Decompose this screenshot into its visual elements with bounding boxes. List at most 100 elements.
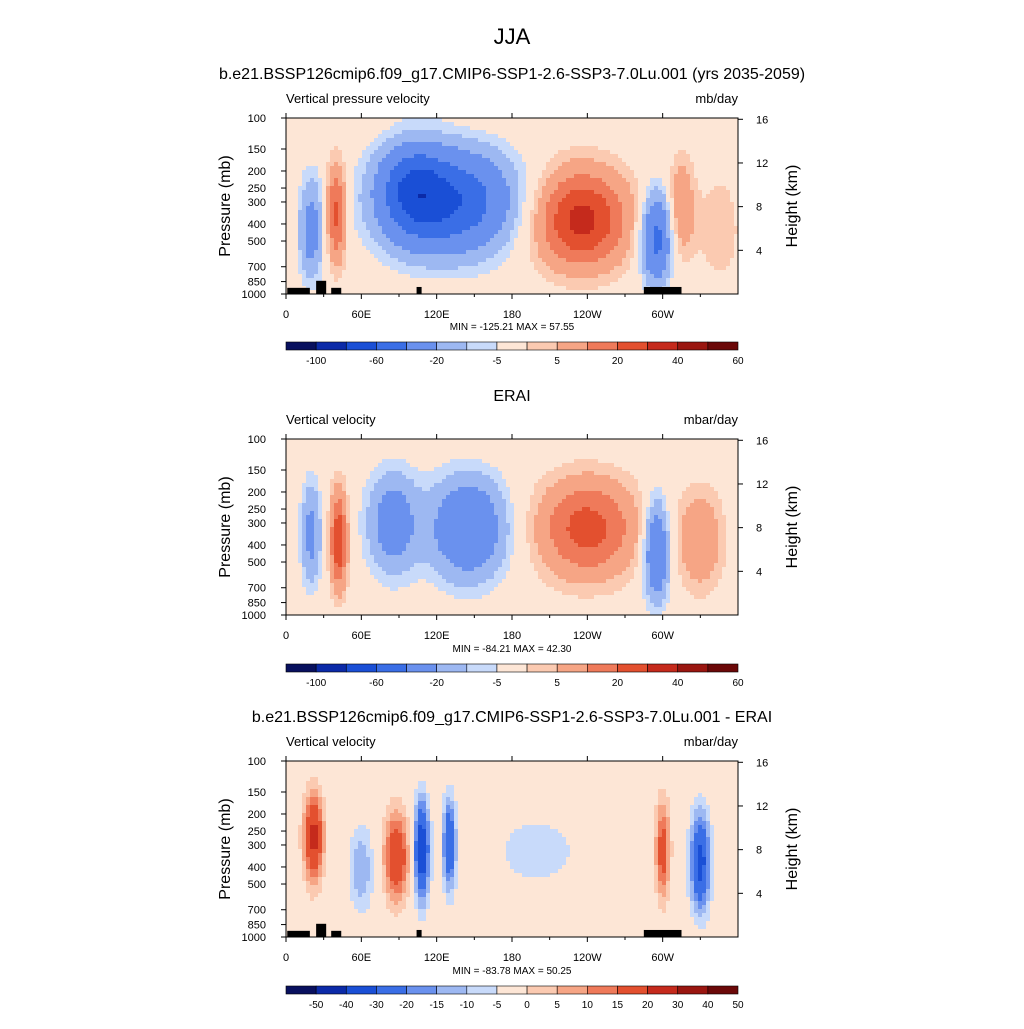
field-cell	[310, 278, 314, 282]
field-cell	[614, 266, 618, 270]
field-cell	[610, 226, 614, 230]
field-cell	[522, 230, 526, 234]
field-cell	[514, 230, 518, 234]
field-cell	[378, 130, 382, 134]
field-cell	[314, 166, 318, 170]
field-cell	[362, 190, 366, 194]
field-cell	[502, 274, 506, 278]
field-cell	[510, 182, 514, 186]
field-cell	[670, 134, 674, 138]
field-cell	[402, 158, 406, 162]
field-cell	[530, 290, 534, 294]
field-cell	[714, 270, 718, 274]
field-cell	[290, 166, 294, 170]
field-cell	[314, 262, 318, 266]
field-cell	[438, 166, 442, 170]
field-cell	[530, 166, 534, 170]
field-cell	[630, 246, 634, 250]
field-cell	[478, 130, 482, 134]
field-cell	[374, 142, 378, 146]
field-cell	[718, 158, 722, 162]
field-cell	[574, 238, 578, 242]
field-cell	[710, 250, 714, 254]
field-cell	[538, 166, 542, 170]
field-cell	[506, 154, 510, 158]
field-cell	[326, 202, 330, 206]
field-cell	[462, 146, 466, 150]
field-cell	[418, 226, 422, 230]
field-cell	[482, 130, 486, 134]
field-cell	[638, 282, 642, 286]
field-cell	[722, 238, 726, 242]
field-cell	[470, 158, 474, 162]
field-cell	[722, 174, 726, 178]
field-cell	[422, 222, 426, 226]
field-cell	[598, 150, 602, 154]
field-cell	[418, 118, 422, 122]
field-cell	[390, 278, 394, 282]
field-cell	[614, 202, 618, 206]
field-cell	[694, 234, 698, 238]
field-cell	[618, 218, 622, 222]
field-cell	[494, 290, 498, 294]
field-cell	[338, 262, 342, 266]
field-cell	[354, 286, 358, 290]
field-cell	[682, 250, 686, 254]
field-cell	[634, 254, 638, 258]
field-cell	[342, 206, 346, 210]
field-cell	[546, 126, 550, 130]
field-cell	[310, 242, 314, 246]
field-cell	[622, 226, 626, 230]
field-cell	[386, 278, 390, 282]
field-cell	[458, 202, 462, 206]
field-cell	[530, 202, 534, 206]
field-cell	[442, 214, 446, 218]
field-cell	[394, 234, 398, 238]
field-cell	[326, 210, 330, 214]
field-cell	[630, 218, 634, 222]
field-cell	[314, 214, 318, 218]
field-cell	[338, 162, 342, 166]
field-cell	[374, 118, 378, 122]
field-cell	[734, 274, 738, 278]
field-cell	[550, 242, 554, 246]
field-cell	[642, 230, 646, 234]
field-cell	[542, 226, 546, 230]
field-cell	[362, 226, 366, 230]
field-cell	[630, 182, 634, 186]
field-cell	[706, 122, 710, 126]
field-cell	[626, 142, 630, 146]
field-cell	[562, 230, 566, 234]
field-cell	[714, 214, 718, 218]
page-title: JJA	[494, 24, 531, 49]
field-cell	[522, 266, 526, 270]
field-cell	[698, 138, 702, 142]
field-cell	[550, 134, 554, 138]
field-cell	[458, 146, 462, 150]
field-cell	[518, 250, 522, 254]
field-cell	[326, 174, 330, 178]
field-cell	[326, 146, 330, 150]
field-cell	[334, 226, 338, 230]
field-cell	[526, 158, 530, 162]
field-cell	[542, 198, 546, 202]
field-cell	[530, 134, 534, 138]
field-cell	[478, 118, 482, 122]
field-cell	[670, 262, 674, 266]
field-cell	[598, 206, 602, 210]
field-cell	[342, 166, 346, 170]
field-cell	[390, 286, 394, 290]
field-cell	[562, 250, 566, 254]
field-cell	[338, 206, 342, 210]
field-cell	[598, 170, 602, 174]
units-label: mb/day	[695, 91, 738, 106]
field-cell	[718, 214, 722, 218]
field-cell	[734, 174, 738, 178]
field-cell	[366, 174, 370, 178]
field-cell	[482, 290, 486, 294]
field-cell	[474, 234, 478, 238]
field-cell	[718, 134, 722, 138]
field-cell	[298, 126, 302, 130]
field-cell	[402, 190, 406, 194]
field-cell	[586, 222, 590, 226]
